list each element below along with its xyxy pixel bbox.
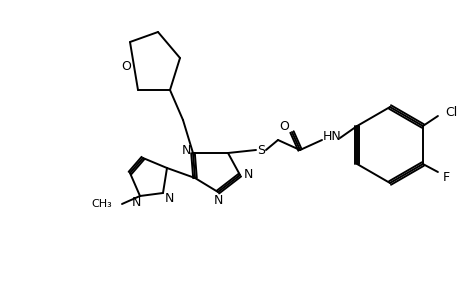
Text: F: F: [442, 170, 448, 184]
Text: S: S: [257, 143, 264, 157]
Text: Cl: Cl: [444, 106, 456, 118]
Text: HN: HN: [322, 130, 341, 142]
Text: O: O: [121, 59, 131, 73]
Text: N: N: [164, 193, 174, 206]
Text: N: N: [181, 143, 190, 157]
Text: N: N: [213, 194, 222, 206]
Text: CH₃: CH₃: [91, 199, 112, 209]
Text: N: N: [243, 169, 252, 182]
Text: O: O: [279, 119, 288, 133]
Text: N: N: [131, 196, 140, 208]
